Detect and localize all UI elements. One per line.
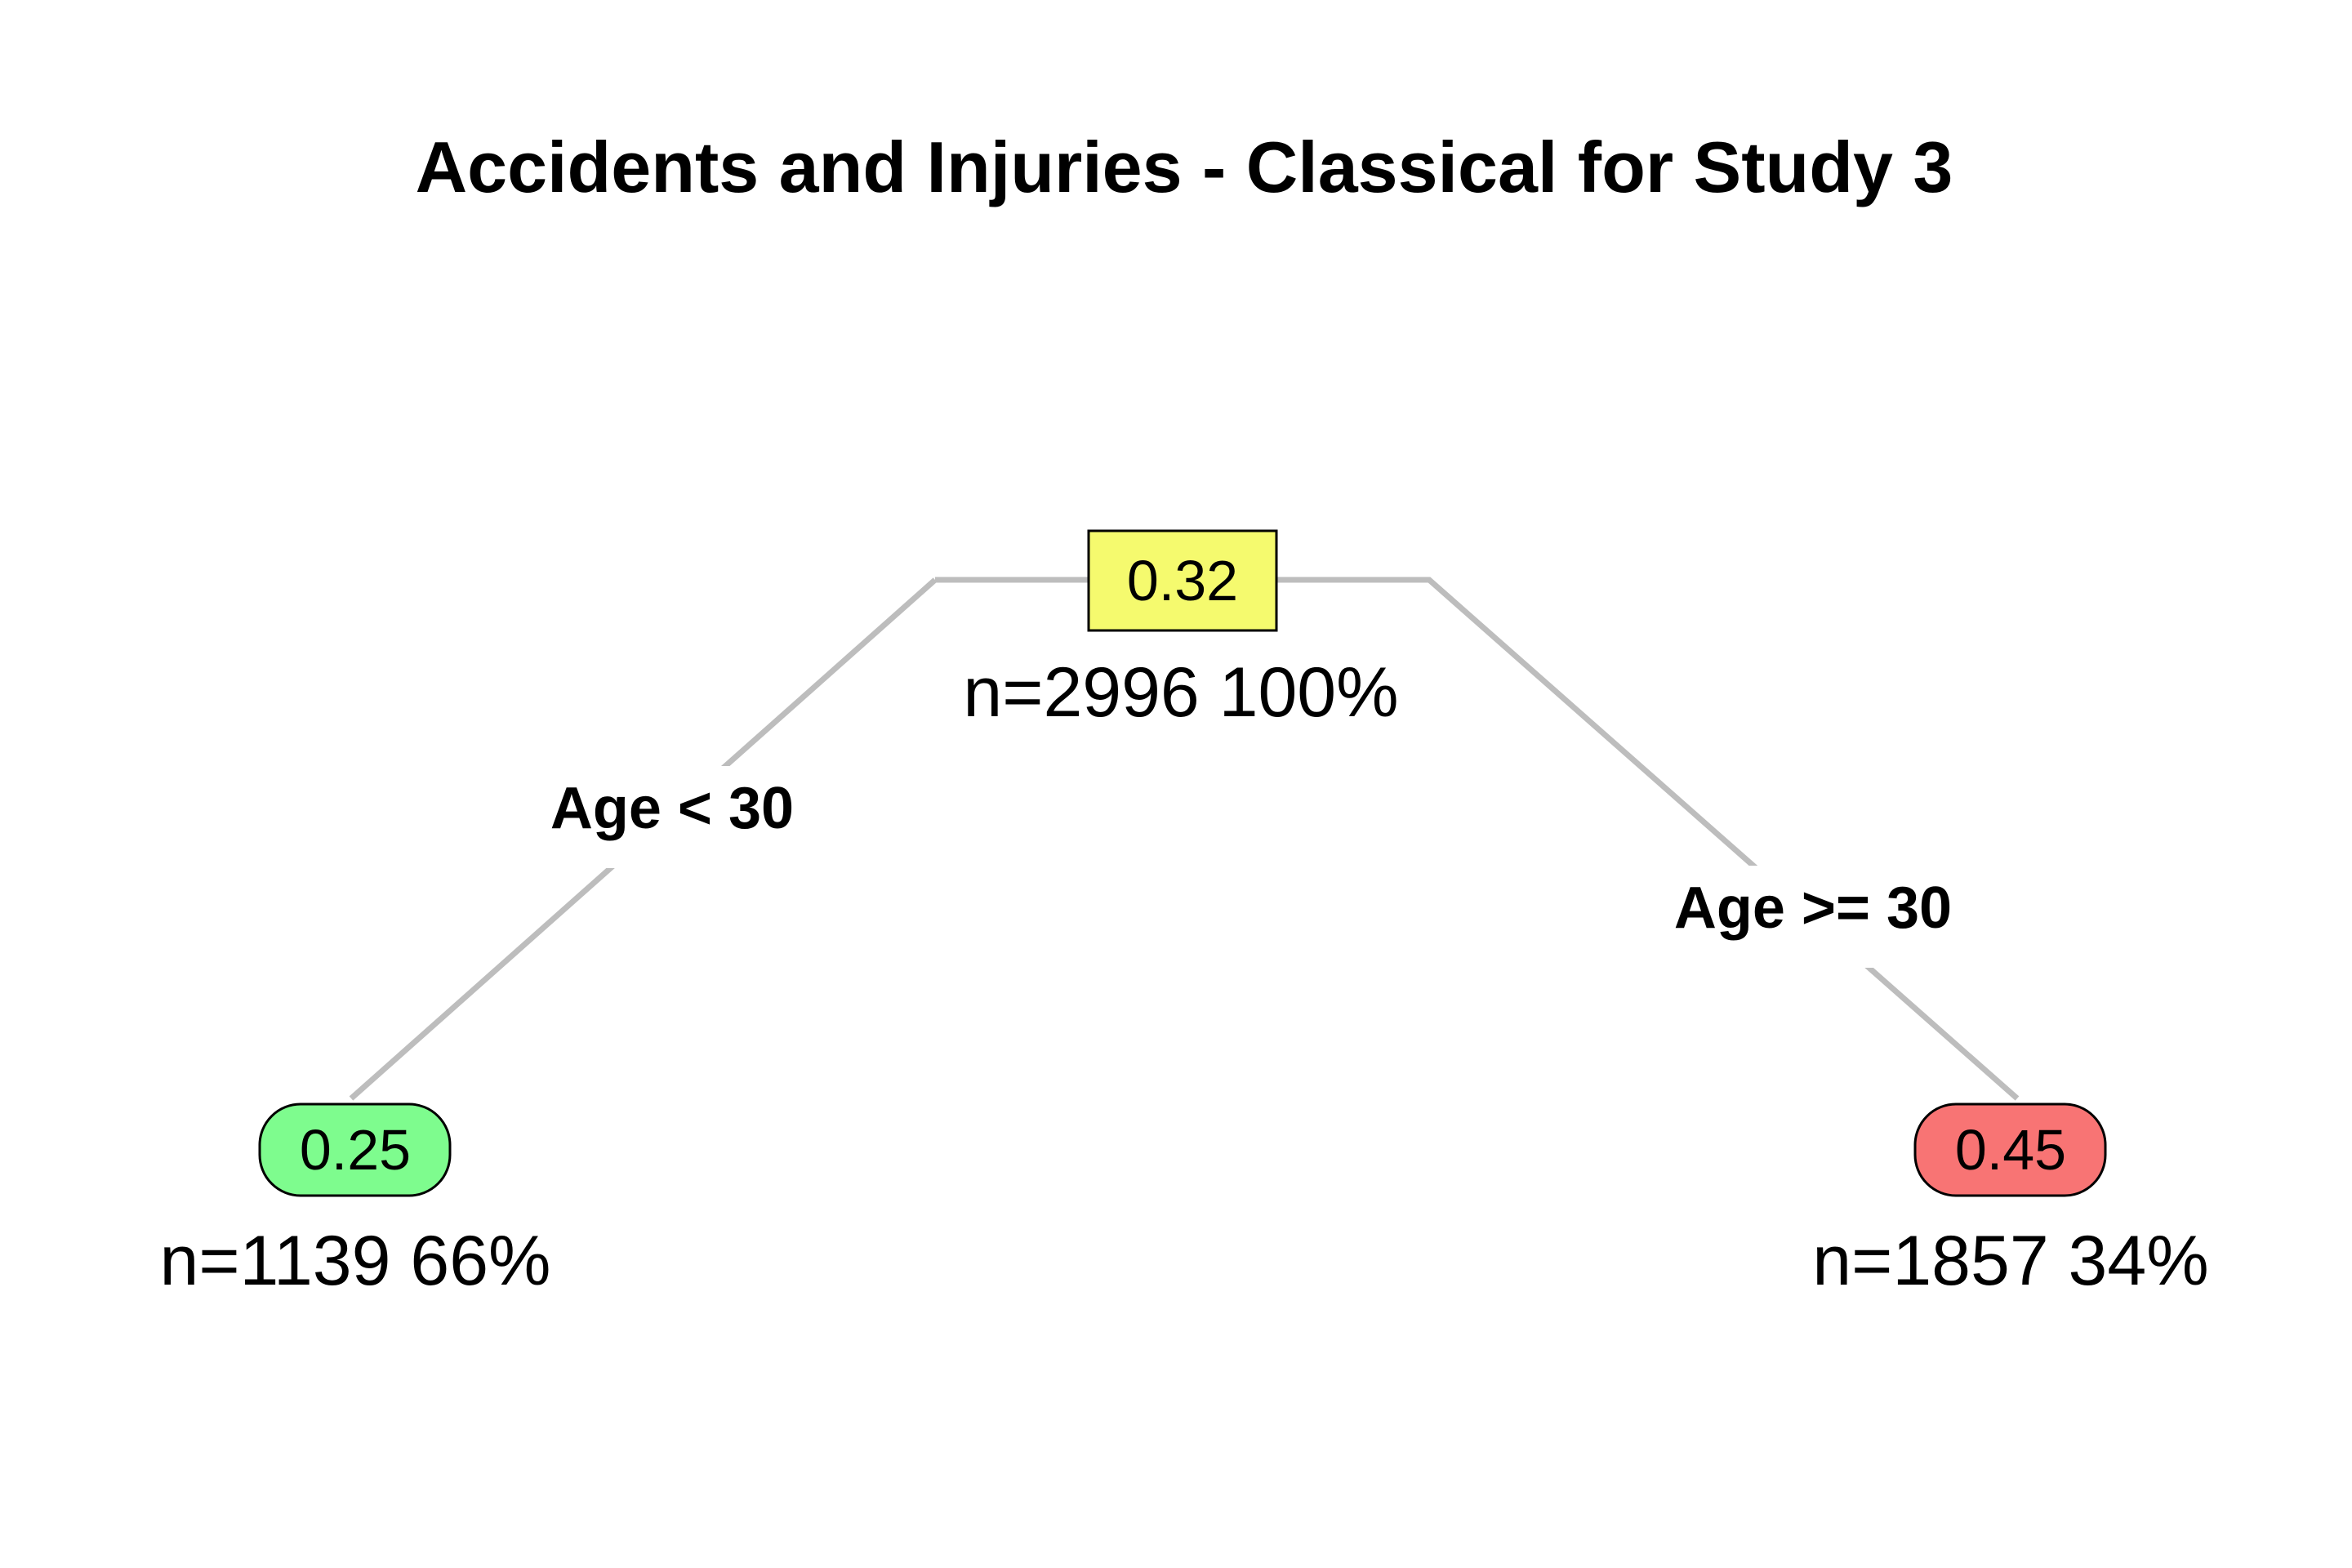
- right-leaf-value: 0.45: [1955, 1118, 2066, 1182]
- root-node-value: 0.32: [1127, 549, 1238, 612]
- left-leaf-stats: n=1139 66%: [159, 1222, 550, 1300]
- right-leaf-node: 0.45 n=1857 34%: [1812, 1102, 2209, 1300]
- right-leaf-box: [1913, 1102, 2107, 1197]
- split-label-right-bg: [1646, 866, 1980, 968]
- root-node-stats: n=2996 100%: [963, 653, 1398, 732]
- root-node: 0.32 n=2996 100%: [963, 529, 1399, 732]
- left-leaf-value: 0.25: [300, 1118, 411, 1182]
- split-label-right: Age >= 30: [1674, 875, 1952, 941]
- diagram-title: Accidents and Injuries - Classical for S…: [416, 127, 1953, 207]
- root-node-box: [1087, 529, 1278, 632]
- left-leaf-node: 0.25 n=1139 66%: [159, 1102, 551, 1300]
- right-leaf-stats: n=1857 34%: [1812, 1222, 2208, 1300]
- split-label-left-bg: [523, 766, 825, 868]
- split-label-left: Age < 30: [550, 776, 794, 841]
- left-leaf-box: [258, 1102, 452, 1197]
